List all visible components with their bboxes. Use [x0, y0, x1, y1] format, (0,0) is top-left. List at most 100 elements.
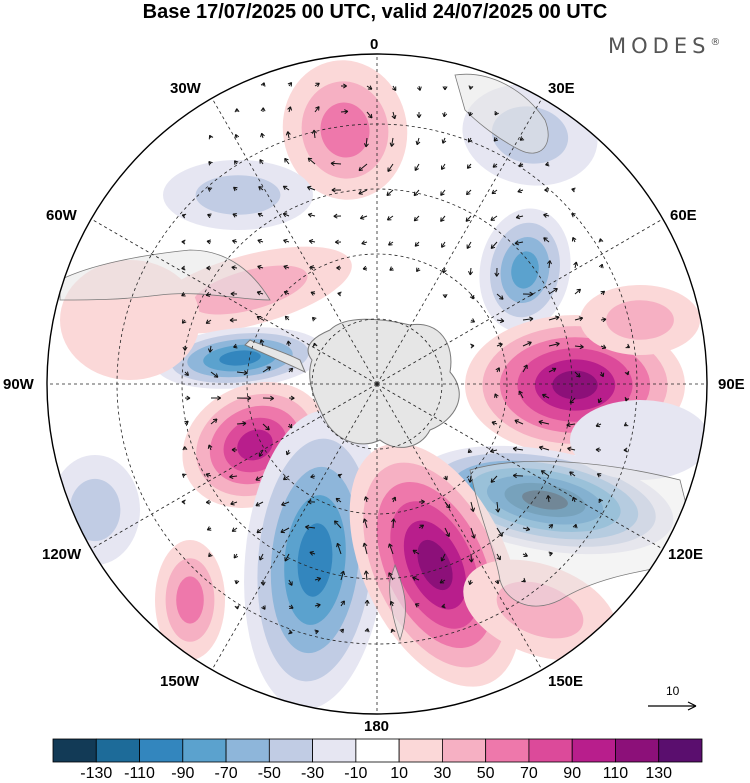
- wind-arrow: [257, 238, 264, 244]
- colorbar-tick-label: 10: [390, 765, 409, 782]
- wind-arrow: [314, 603, 321, 608]
- wind-arrow: [230, 291, 238, 297]
- colorbar-swatch: [571, 738, 616, 763]
- meridian-line: [376, 383, 543, 670]
- wind-arrow: [307, 185, 316, 191]
- wind-arrow: [283, 264, 290, 270]
- reference-arrow: [648, 701, 697, 711]
- colorbar-swatch: [139, 738, 184, 763]
- wind-arrow: [363, 496, 369, 503]
- wind-arrow: [440, 215, 446, 222]
- colorbar-swatch: [441, 738, 487, 763]
- wind-arrow: [595, 447, 602, 453]
- wind-arrow: [358, 189, 368, 195]
- wind-arrow: [600, 344, 607, 350]
- anomaly-contour: [570, 400, 707, 480]
- wind-arrow: [262, 423, 270, 431]
- wind-arrow: [439, 579, 446, 584]
- wind-arrow: [206, 526, 212, 531]
- wind-arrow: [234, 605, 240, 610]
- wind-arrow: [286, 340, 292, 347]
- wind-arrow: [548, 315, 560, 321]
- wind-arrow: [574, 371, 581, 378]
- wind-arrow: [361, 240, 368, 246]
- wind-arrow: [515, 214, 524, 220]
- wind-arrow: [389, 600, 395, 607]
- wind-arrow: [443, 475, 448, 481]
- wind-arrow: [259, 159, 264, 165]
- wind-arrow: [260, 579, 266, 586]
- colorbar-tick-label: 90: [563, 765, 582, 782]
- colorbar: [52, 738, 703, 763]
- colorbar-tick-label: 50: [476, 765, 495, 782]
- wind-arrow: [389, 137, 395, 147]
- wind-arrow: [522, 526, 531, 532]
- wind-arrow: [255, 475, 264, 481]
- map-border: [46, 53, 708, 715]
- wind-arrow: [414, 241, 420, 247]
- wind-arrow: [311, 316, 317, 322]
- colorbar-tick-label: -90: [171, 765, 195, 782]
- wind-arrow: [312, 342, 318, 347]
- wind-arrow: [572, 523, 578, 529]
- wind-arrow: [364, 599, 370, 607]
- wind-arrow: [308, 239, 316, 244]
- wind-arrow: [206, 239, 212, 245]
- colorbar-swatch: [182, 738, 227, 763]
- wind-arrow: [205, 472, 212, 478]
- colorbar-tick-label: -50: [257, 765, 281, 782]
- wind-arrow: [233, 186, 238, 192]
- wind-arrow: [468, 85, 474, 90]
- wind-arrow: [623, 447, 628, 453]
- wind-arrow: [442, 267, 447, 274]
- wind-arrow: [512, 473, 524, 479]
- wind-arrow: [207, 345, 213, 353]
- wind-arrow: [390, 628, 396, 634]
- wind-arrow: [468, 553, 474, 563]
- wind-arrow: [206, 265, 212, 271]
- anomaly-contour: [496, 581, 584, 639]
- anomaly-contour: [417, 539, 453, 591]
- wind-arrow: [442, 293, 448, 298]
- wind-arrow: [522, 341, 532, 347]
- wind-arrow: [208, 161, 213, 166]
- wind-arrow: [548, 288, 558, 295]
- wind-arrow: [330, 161, 342, 167]
- wind-arrow: [181, 499, 186, 505]
- wind-arrow: [543, 237, 550, 243]
- wind-arrow: [234, 579, 240, 585]
- wind-arrow: [208, 552, 213, 558]
- wind-arrow: [386, 189, 394, 196]
- wind-arrow: [566, 422, 576, 428]
- wind-arrow: [184, 395, 191, 401]
- wind-arrow: [544, 187, 550, 193]
- wind-arrow: [441, 137, 447, 144]
- wind-arrow: [444, 501, 451, 509]
- wind-arrow: [232, 213, 238, 218]
- brand-text: MODES: [608, 34, 711, 58]
- wind-arrow: [391, 496, 397, 503]
- wind-arrow: [333, 213, 342, 219]
- wind-arrow: [284, 315, 290, 321]
- anomaly-contour: [511, 251, 539, 289]
- lon-label-150w: 150W: [160, 673, 200, 690]
- wind-arrow: [236, 421, 247, 427]
- wind-arrow: [337, 291, 342, 297]
- wind-arrow: [496, 318, 505, 324]
- wind-arrow: [336, 542, 342, 555]
- wind-arrow: [362, 542, 368, 555]
- wind-arrow: [181, 292, 186, 297]
- wind-arrow: [571, 236, 577, 243]
- wind-arrow: [314, 576, 322, 582]
- wind-arrow: [444, 527, 450, 538]
- colorbar-tick-label: 70: [520, 765, 538, 782]
- wind-arrow: [574, 344, 584, 350]
- lon-label-0: 0: [370, 36, 379, 53]
- wind-arrow: [232, 239, 238, 244]
- wind-arrow: [359, 214, 368, 220]
- wind-arrow: [335, 497, 342, 503]
- wind-arrow: [470, 343, 475, 349]
- meridian-line: [211, 98, 378, 385]
- wind-arrow: [492, 163, 498, 168]
